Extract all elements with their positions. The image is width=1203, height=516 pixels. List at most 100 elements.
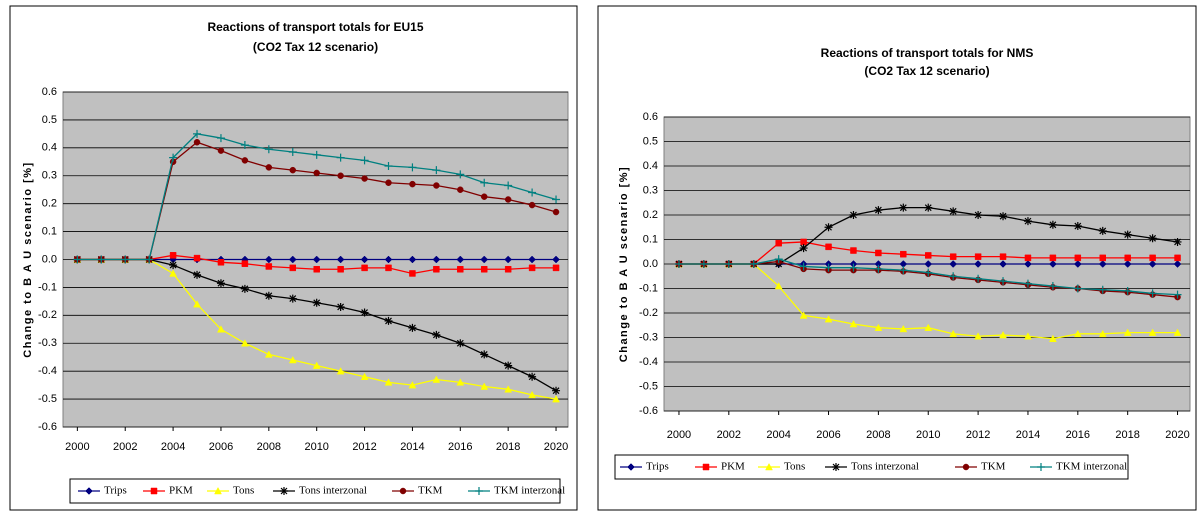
marker: [504, 255, 513, 264]
marker: [528, 188, 537, 197]
marker: [774, 282, 783, 290]
marker: [874, 264, 883, 273]
legend-marker: [150, 487, 158, 495]
y-tick-label: -0.4: [639, 356, 658, 368]
marker: [217, 147, 225, 154]
marker: [145, 255, 154, 264]
marker: [336, 255, 345, 264]
chart-subtitle: (CO2 Tax 12 scenario): [253, 40, 378, 54]
marker: [504, 196, 512, 203]
marker: [1049, 254, 1057, 262]
marker: [1048, 334, 1057, 342]
marker: [874, 206, 883, 215]
marker: [1023, 279, 1032, 288]
legend-marker: [475, 487, 483, 495]
legend-label: TKM: [981, 461, 1006, 473]
marker: [999, 331, 1007, 339]
marker: [265, 263, 273, 270]
y-tick-label: 0.2: [643, 209, 658, 221]
marker: [457, 266, 464, 273]
legend-label: Tons interzonal: [299, 485, 367, 497]
marker: [674, 260, 683, 268]
marker: [1073, 222, 1082, 231]
marker: [193, 254, 201, 262]
marker: [289, 166, 297, 174]
marker: [1124, 254, 1131, 262]
legend-label: Trips: [104, 485, 127, 497]
y-tick-label: 0.6: [42, 86, 57, 98]
marker: [288, 355, 297, 364]
y-tick-label: 0.5: [643, 135, 658, 147]
marker: [337, 266, 344, 273]
legend-label: Tons interzonal: [851, 461, 919, 473]
marker: [1049, 260, 1057, 268]
marker: [528, 255, 536, 264]
marker: [193, 300, 201, 308]
marker: [874, 323, 883, 331]
marker: [1024, 254, 1032, 262]
marker: [899, 324, 908, 333]
marker: [528, 264, 536, 272]
marker: [169, 269, 178, 277]
x-tick-label: 2016: [448, 441, 472, 453]
x-tick-label: 2018: [1115, 429, 1139, 441]
marker: [875, 249, 882, 257]
marker: [825, 243, 832, 251]
legend-marker: [702, 463, 710, 471]
marker: [1123, 286, 1132, 295]
y-tick-label: -0.2: [38, 309, 57, 321]
marker: [1098, 285, 1107, 294]
marker: [408, 323, 417, 332]
marker: [900, 250, 907, 258]
marker: [169, 252, 177, 259]
marker: [361, 175, 368, 182]
marker: [217, 325, 225, 333]
legend-marker: [85, 487, 93, 495]
marker: [121, 255, 130, 264]
marker: [384, 316, 393, 325]
marker: [336, 302, 345, 311]
marker: [216, 279, 225, 288]
marker: [1173, 290, 1182, 299]
marker: [949, 207, 958, 216]
marker: [824, 263, 833, 272]
marker: [1123, 230, 1132, 239]
legend-label: TKM interzonal: [1056, 461, 1127, 473]
marker: [193, 139, 201, 146]
marker: [193, 270, 202, 279]
marker: [384, 378, 393, 386]
marker: [313, 169, 320, 177]
marker: [409, 270, 416, 277]
marker: [1023, 217, 1032, 226]
x-tick-label: 2008: [866, 429, 890, 441]
x-tick-label: 2010: [916, 429, 940, 441]
marker: [456, 255, 465, 264]
marker: [849, 319, 858, 328]
marker: [408, 163, 417, 172]
legend-marker: [399, 487, 407, 495]
legend-label: PKM: [721, 461, 745, 473]
marker: [336, 153, 345, 162]
chart-title: Reactions of transport totals for EU15: [207, 20, 423, 34]
marker: [849, 263, 858, 272]
y-tick-label: 0.4: [643, 160, 658, 172]
y-tick-label: 0.2: [42, 198, 57, 210]
marker: [924, 268, 933, 277]
legend-marker: [962, 463, 970, 471]
x-tick-label: 2020: [1165, 429, 1189, 441]
marker: [169, 261, 178, 270]
marker: [265, 164, 273, 171]
marker: [360, 372, 369, 380]
y-axis-label: Change to B A U scenario [%]: [22, 161, 34, 357]
y-tick-label: -0.6: [639, 405, 658, 417]
y-tick-label: 0.4: [42, 142, 57, 154]
marker: [999, 253, 1007, 260]
marker: [480, 193, 488, 200]
x-tick-label: 2000: [667, 429, 691, 441]
marker: [924, 323, 933, 331]
marker: [1098, 226, 1107, 235]
marker: [408, 255, 417, 264]
y-tick-label: 0.0: [42, 253, 57, 265]
marker: [241, 157, 249, 164]
x-tick-label: 2002: [113, 441, 137, 453]
